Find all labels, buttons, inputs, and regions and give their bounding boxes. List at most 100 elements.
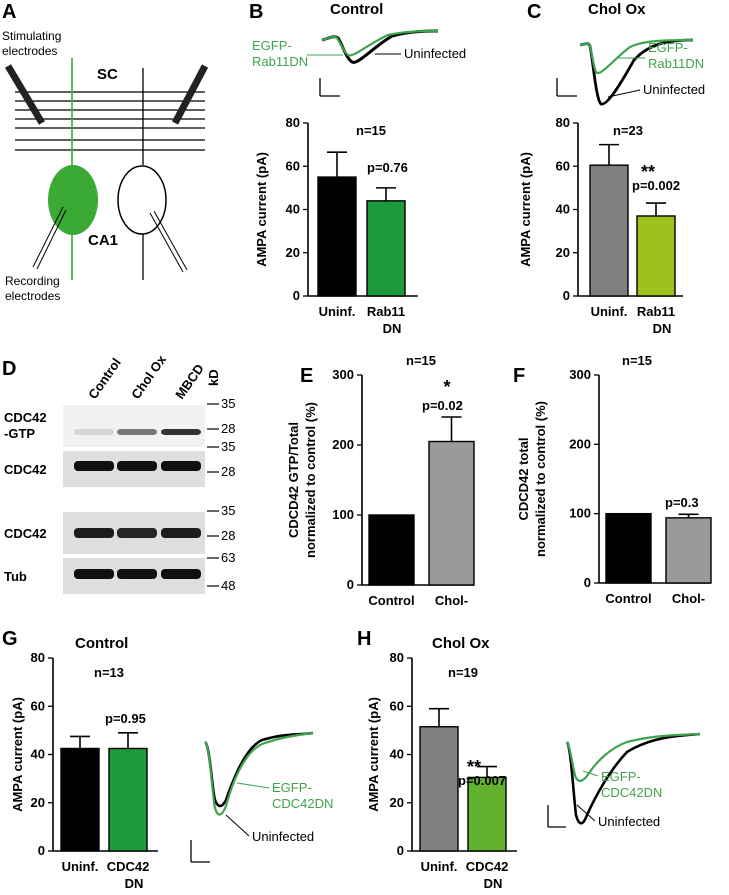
bar-chart-e: 0 100 200 300 CDCD42 GTP/Total normalized to … bbox=[286, 353, 475, 608]
n-annotation-G: n=13 bbox=[94, 665, 124, 680]
kd-unit-label: kD bbox=[206, 369, 221, 386]
trace-label-black-c: Uninfected bbox=[643, 82, 705, 97]
trace-label-green-h-2: CDC42DN bbox=[601, 785, 662, 800]
y-axis-label-E-0: CDCD42 GTP/Total bbox=[286, 422, 301, 538]
category-label-G-1-1: DN bbox=[125, 876, 144, 891]
category-label-G-1-0: CDC42 bbox=[107, 859, 150, 874]
blot-band-3-1 bbox=[117, 569, 157, 579]
trace-label-black-h: Uninfected bbox=[598, 814, 660, 829]
marker-label-2-0: 35 bbox=[221, 503, 235, 518]
sc-label: SC bbox=[97, 66, 118, 83]
p-annotation-F: p=0.3 bbox=[665, 495, 699, 510]
y-tick-label-H-20: 20 bbox=[390, 795, 404, 810]
category-label-C-0-0: Uninf. bbox=[591, 304, 628, 319]
category-label-F-1-0: Chol- bbox=[672, 591, 705, 606]
bar-B-0 bbox=[317, 176, 357, 297]
category-label-H-1-1: DN bbox=[484, 876, 503, 891]
y-tick-label-G-20: 20 bbox=[31, 795, 45, 810]
significance-stars-H: ** bbox=[467, 757, 481, 777]
n-annotation-B: n=15 bbox=[356, 123, 386, 138]
y-axis-label-C-0: AMPA current (pA) bbox=[518, 152, 533, 267]
y-tick-label-B-80: 80 bbox=[286, 115, 300, 130]
stimulating-label-line1: Stimulating bbox=[2, 29, 61, 43]
y-tick-label-G-40: 40 bbox=[31, 747, 45, 762]
blot-band-0-2 bbox=[161, 429, 201, 435]
y-tick-label-E-300: 300 bbox=[332, 367, 354, 382]
marker-label-1-0: 35 bbox=[221, 439, 235, 454]
trace-pointer-black-c bbox=[607, 89, 641, 98]
y-tick-label-C-0: 0 bbox=[563, 288, 570, 303]
bar-chart-h: Chol Ox 0 20 40 60 80 AMPA current (pA) Uninf. C… bbox=[366, 635, 517, 891]
n-annotation-E: n=15 bbox=[406, 353, 436, 368]
n-annotation-C: n=23 bbox=[613, 123, 643, 138]
category-label-C-1-0: Rab11 bbox=[637, 304, 675, 319]
stimulating-electrode-right bbox=[171, 64, 209, 125]
bar-chart-f: 0 100 200 300 CDCD42 total normalized to cont… bbox=[516, 353, 712, 606]
trace-label-green-h-1: EGFP- bbox=[601, 769, 641, 784]
blot-band-3-0 bbox=[74, 569, 114, 579]
y-axis-label-H-0: AMPA current (pA) bbox=[366, 697, 381, 812]
chart-title-G: Control bbox=[75, 635, 128, 652]
bar-F-1 bbox=[665, 517, 712, 584]
trace-label-black-b: Uninfected bbox=[404, 46, 466, 61]
blot-strip-0 bbox=[63, 405, 205, 447]
bar-G-1 bbox=[108, 747, 148, 852]
trace-pointer-green-h bbox=[582, 770, 599, 777]
p-annotation-E: p=0.02 bbox=[422, 398, 463, 413]
y-tick-label-C-20: 20 bbox=[556, 245, 570, 260]
blot-row-label-3-0: Tub bbox=[4, 569, 27, 584]
recording-electrode-right bbox=[149, 210, 188, 273]
category-label-G-0-0: Uninf. bbox=[62, 859, 99, 874]
trace-pointer-green-g bbox=[236, 782, 270, 789]
trace-pointer-black-g bbox=[225, 814, 250, 837]
blot-band-2-2 bbox=[161, 528, 201, 538]
panel-letter-g: G bbox=[2, 628, 18, 650]
blot-band-2-1 bbox=[117, 528, 157, 538]
western-blot-panel: Control Chol Ox MBCD kDCDC42-GTP3528CDC4235… bbox=[4, 352, 235, 594]
y-axis-label-G-0: AMPA current (pA) bbox=[10, 697, 25, 812]
bar-H-0 bbox=[419, 726, 459, 852]
category-label-B-0-0: Uninf. bbox=[319, 304, 356, 319]
y-tick-label-G-80: 80 bbox=[31, 650, 45, 665]
marker-label-0-1: 28 bbox=[221, 421, 235, 436]
marker-label-1-1: 28 bbox=[221, 464, 235, 479]
n-annotation-H: n=19 bbox=[448, 665, 478, 680]
bar-C-1 bbox=[636, 215, 676, 297]
bar-E-0 bbox=[368, 514, 415, 586]
y-tick-label-G-0: 0 bbox=[38, 843, 45, 858]
category-label-E-0-0: Control bbox=[368, 593, 414, 608]
y-axis-label-E-1: normalized to control (%) bbox=[303, 402, 318, 558]
bar-chart-b: Control 0 20 40 60 80 AMPA current (pA) Uninf. R… bbox=[254, 1, 418, 336]
bar-C-0 bbox=[589, 164, 629, 297]
marker-label-0-0: 35 bbox=[221, 396, 235, 411]
y-tick-label-E-200: 200 bbox=[332, 437, 354, 452]
y-tick-label-F-0: 0 bbox=[584, 575, 591, 590]
category-label-H-0-0: Uninf. bbox=[421, 859, 458, 874]
ca1-label: CA1 bbox=[88, 232, 118, 249]
y-tick-label-C-60: 60 bbox=[556, 158, 570, 173]
blot-row-label-1-0: CDC42 bbox=[4, 462, 47, 477]
n-annotation-F: n=15 bbox=[622, 353, 652, 368]
recording-electrode-left bbox=[32, 206, 67, 270]
y-tick-label-B-40: 40 bbox=[286, 202, 300, 217]
y-tick-label-F-200: 200 bbox=[569, 436, 591, 451]
lane-label-1: Chol Ox bbox=[128, 352, 169, 402]
trace-egfp-b bbox=[321, 29, 439, 57]
trace-egfp-h bbox=[566, 732, 701, 782]
y-tick-label-F-100: 100 bbox=[569, 506, 591, 521]
lane-label-2: MBCD bbox=[172, 361, 207, 402]
schematic-panel: Stimulating electrodes SC bbox=[2, 29, 209, 303]
trace-pointer-black-h bbox=[576, 804, 596, 822]
y-tick-label-H-60: 60 bbox=[390, 698, 404, 713]
y-tick-label-B-20: 20 bbox=[286, 245, 300, 260]
green-neuron-soma bbox=[48, 165, 98, 235]
recording-label-line1: Recording bbox=[5, 274, 60, 288]
blot-band-1-1 bbox=[117, 461, 157, 471]
blot-band-0-0 bbox=[74, 429, 114, 435]
trace-egfp-g bbox=[204, 731, 314, 816]
panel-letter-c: C bbox=[527, 1, 541, 23]
significance-stars-C: ** bbox=[641, 162, 655, 182]
panel-letter-e: E bbox=[300, 365, 313, 387]
y-tick-label-C-40: 40 bbox=[556, 202, 570, 217]
trace-label-green-b-2: Rab11DN bbox=[252, 54, 308, 69]
